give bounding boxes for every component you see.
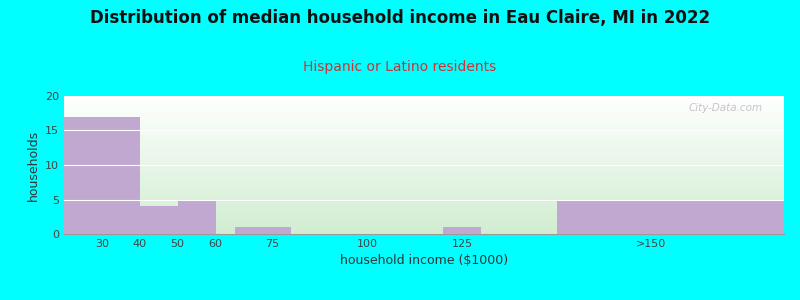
Bar [64,117,140,234]
Text: Hispanic or Latino residents: Hispanic or Latino residents [303,60,497,74]
Bar [443,227,481,234]
X-axis label: household income ($1000): household income ($1000) [340,254,508,267]
Y-axis label: households: households [26,129,39,201]
Bar [557,200,784,234]
Text: Distribution of median household income in Eau Claire, MI in 2022: Distribution of median household income … [90,9,710,27]
Text: City-Data.com: City-Data.com [688,103,762,113]
Bar [140,206,178,234]
Bar [178,200,215,234]
Bar [234,227,291,234]
